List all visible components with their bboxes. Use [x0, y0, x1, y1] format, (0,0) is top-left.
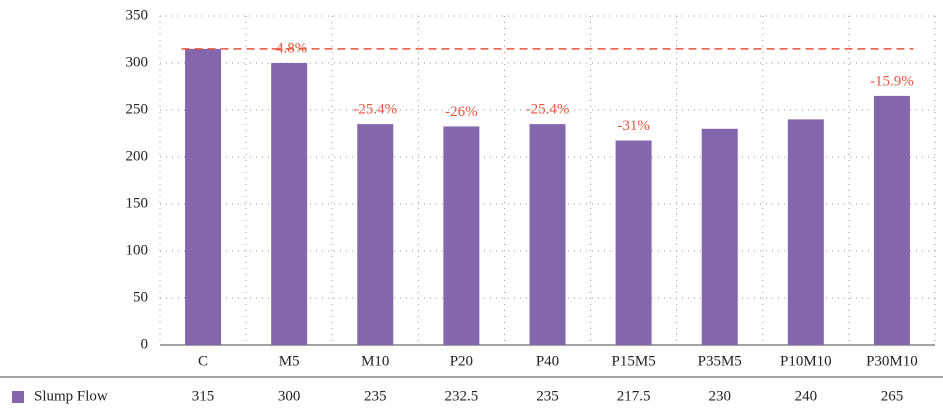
bar — [787, 119, 824, 346]
y-tick-label: 0 — [141, 336, 149, 352]
legend-swatch — [12, 391, 24, 403]
table-value: 230 — [708, 388, 731, 404]
x-tick-label: P20 — [450, 353, 473, 369]
bar — [443, 126, 480, 345]
bar — [529, 124, 566, 345]
y-tick-label: 50 — [133, 289, 148, 305]
bar — [615, 140, 652, 345]
y-tick-label: 250 — [126, 101, 149, 117]
x-tick-label: P40 — [536, 353, 559, 369]
bar — [357, 124, 394, 345]
x-tick-label: P30M10 — [866, 353, 918, 369]
x-tick-label: P10M10 — [780, 353, 832, 369]
y-tick-label: 350 — [126, 7, 149, 23]
bar — [271, 63, 308, 345]
y-tick-label: 100 — [126, 242, 149, 258]
x-tick-label: P15M5 — [612, 353, 656, 369]
table-value: 265 — [881, 388, 904, 404]
annotation: -25.4% — [526, 102, 570, 118]
table-value: 315 — [192, 388, 215, 404]
y-tick-label: 300 — [126, 54, 149, 70]
x-tick-label: P35M5 — [698, 353, 742, 369]
table-value: 217.5 — [617, 388, 651, 404]
x-tick-label: M5 — [279, 353, 300, 369]
annotation: -15.9% — [870, 73, 914, 89]
table-value: 300 — [278, 388, 301, 404]
table-value: 235 — [364, 388, 387, 404]
table-value: 235 — [536, 388, 559, 404]
bar — [873, 95, 910, 346]
annotation: -31% — [617, 118, 650, 134]
bar — [185, 48, 222, 346]
x-tick-label: C — [198, 353, 208, 369]
annotation: -25.4% — [353, 102, 397, 118]
legend-label: Slump Flow — [34, 388, 108, 404]
table-value: 232.5 — [445, 388, 479, 404]
y-tick-label: 200 — [126, 148, 149, 164]
y-tick-label: 150 — [126, 195, 149, 211]
table-value: 240 — [795, 388, 818, 404]
bar — [701, 128, 738, 345]
annotation: -26% — [445, 104, 478, 120]
x-tick-label: M10 — [361, 353, 389, 369]
